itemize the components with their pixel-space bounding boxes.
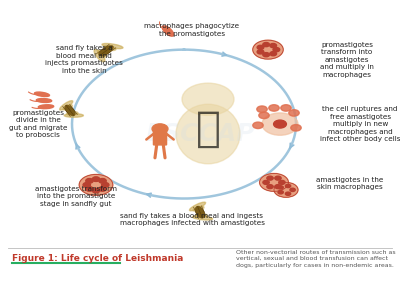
- Circle shape: [253, 122, 263, 129]
- Circle shape: [290, 188, 295, 191]
- Circle shape: [270, 43, 276, 48]
- Circle shape: [263, 53, 270, 57]
- Circle shape: [257, 45, 264, 49]
- Circle shape: [257, 106, 267, 113]
- FancyBboxPatch shape: [154, 131, 166, 145]
- Circle shape: [267, 185, 273, 189]
- Circle shape: [86, 179, 93, 183]
- Circle shape: [262, 113, 298, 135]
- Circle shape: [275, 176, 281, 180]
- Text: promastigotes
divide in the
gut and migrate
to proboscis: promastigotes divide in the gut and migr…: [9, 110, 67, 138]
- Circle shape: [79, 175, 113, 195]
- Circle shape: [281, 105, 291, 111]
- Text: Other non-vectorial routes of transmission such as
vertical, sexual and blood tr: Other non-vectorial routes of transmissi…: [236, 250, 396, 268]
- Circle shape: [285, 184, 291, 188]
- Ellipse shape: [102, 43, 123, 49]
- Circle shape: [257, 50, 264, 54]
- Text: macrophages phagocytize
the promastigotes: macrophages phagocytize the promastigote…: [144, 23, 240, 37]
- Ellipse shape: [104, 45, 116, 50]
- Circle shape: [260, 173, 288, 191]
- Circle shape: [279, 180, 285, 184]
- Ellipse shape: [65, 105, 75, 115]
- Circle shape: [289, 110, 299, 116]
- Circle shape: [99, 179, 106, 183]
- Circle shape: [92, 188, 100, 193]
- Circle shape: [274, 182, 298, 197]
- Text: sand fly takes a
blood meal and
injects promastigotes
into the skin: sand fly takes a blood meal and injects …: [45, 45, 123, 74]
- Circle shape: [86, 187, 93, 191]
- Text: ESCCAP: ESCCAP: [145, 122, 255, 146]
- Text: the cell ruptures and
free amastigotes
multiply in new
macrophages and
infect ot: the cell ruptures and free amastigotes m…: [320, 106, 400, 142]
- Circle shape: [270, 52, 276, 56]
- Circle shape: [269, 105, 279, 111]
- Circle shape: [99, 187, 106, 191]
- Text: 🐕: 🐕: [196, 108, 220, 150]
- Ellipse shape: [38, 105, 54, 109]
- Text: amastigotes in the
skin macrophages: amastigotes in the skin macrophages: [316, 177, 383, 190]
- Circle shape: [102, 182, 109, 187]
- Ellipse shape: [98, 50, 107, 57]
- Ellipse shape: [190, 202, 206, 211]
- Circle shape: [274, 120, 286, 128]
- Circle shape: [273, 48, 280, 52]
- Circle shape: [152, 124, 168, 134]
- Ellipse shape: [34, 92, 50, 96]
- Ellipse shape: [176, 104, 240, 164]
- Ellipse shape: [66, 112, 78, 115]
- Text: promastigotes
transform into
amastigotes
and multiply in
macrophages: promastigotes transform into amastigotes…: [320, 41, 374, 78]
- Ellipse shape: [94, 50, 105, 62]
- Circle shape: [263, 180, 269, 184]
- Circle shape: [278, 191, 283, 194]
- Circle shape: [259, 112, 269, 119]
- Ellipse shape: [63, 105, 72, 110]
- Ellipse shape: [99, 46, 113, 56]
- Ellipse shape: [193, 206, 204, 211]
- Ellipse shape: [192, 216, 212, 220]
- Circle shape: [267, 176, 273, 180]
- Circle shape: [83, 182, 90, 187]
- Ellipse shape: [162, 26, 174, 36]
- Circle shape: [278, 186, 283, 189]
- Text: amastigotes transform
into the promastigote
stage in sandfly gut: amastigotes transform into the promastig…: [35, 186, 117, 206]
- Ellipse shape: [196, 206, 204, 218]
- Ellipse shape: [60, 101, 73, 110]
- Circle shape: [92, 177, 100, 181]
- Ellipse shape: [64, 114, 83, 117]
- Circle shape: [285, 192, 291, 195]
- Ellipse shape: [195, 214, 208, 217]
- Text: Figure 1: Life cycle of Leishmania: Figure 1: Life cycle of Leishmania: [12, 254, 183, 263]
- Ellipse shape: [36, 98, 52, 102]
- Circle shape: [263, 43, 270, 47]
- Text: sand fly takes a blood meal and ingests
macrophages infected with amastigotes: sand fly takes a blood meal and ingests …: [120, 213, 264, 226]
- Circle shape: [253, 40, 283, 59]
- Circle shape: [291, 125, 301, 131]
- Circle shape: [275, 185, 281, 189]
- Circle shape: [182, 83, 234, 115]
